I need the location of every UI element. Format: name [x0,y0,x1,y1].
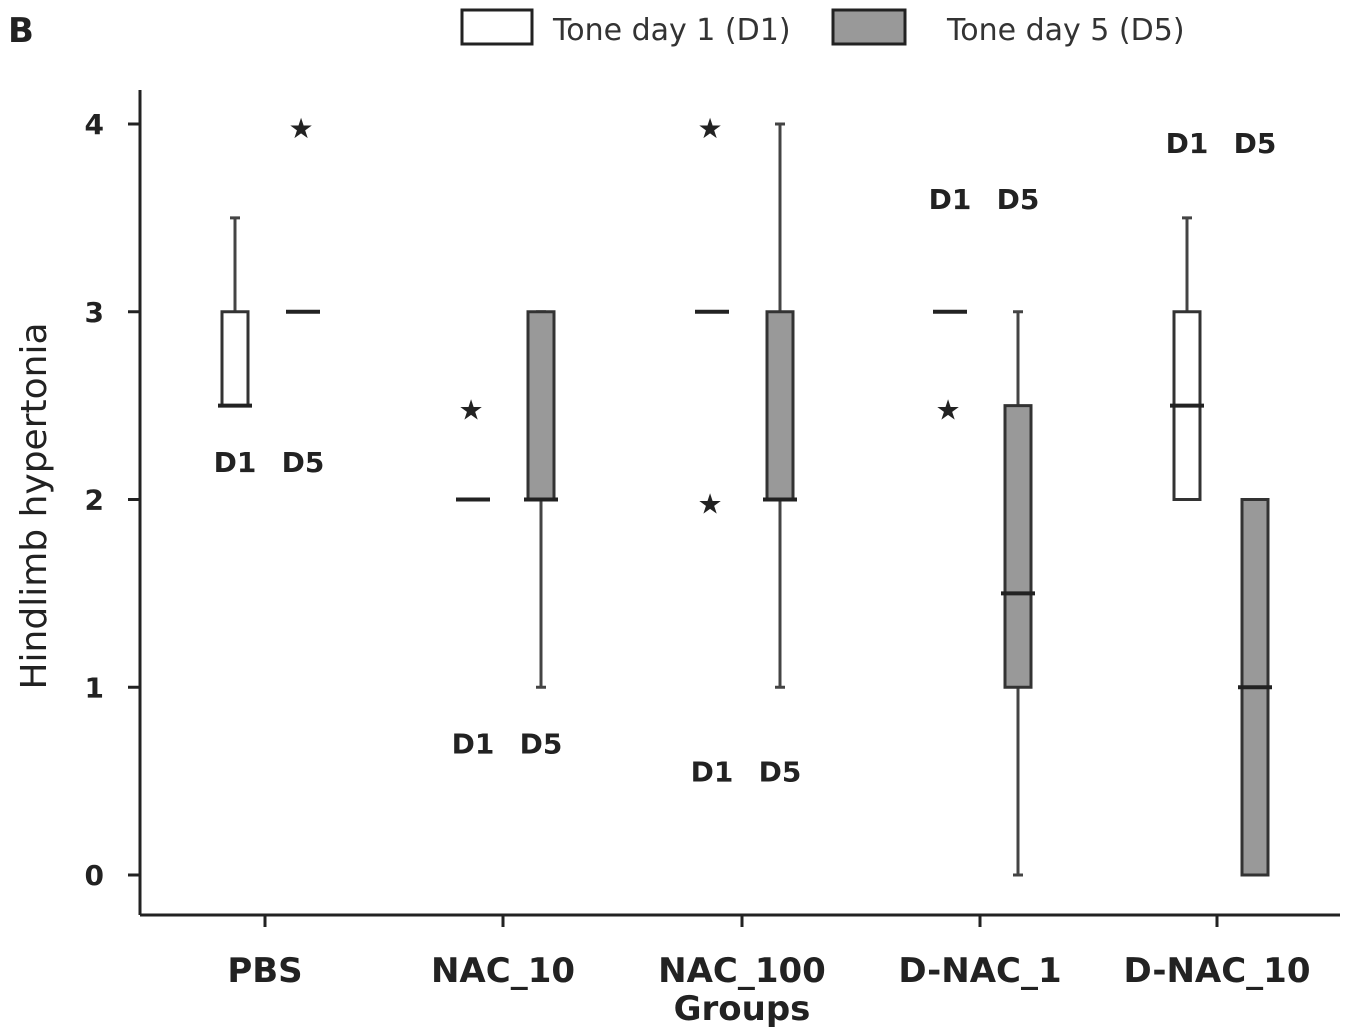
annotations: D1 D5 D1 D5 D1 D5 D1 D5 D1 D5 [214,127,1277,789]
box-d5-d-nac_1 [1001,310,1035,877]
box-d5-nac_10 [524,310,558,689]
y-tick-label: 1 [85,671,104,704]
legend-label-d1: Tone day 1 (D1) [552,13,791,48]
annotation-label: D1 [214,446,257,479]
axes: 0 1 2 3 4 PBS NAC_10 NAC_100 D-NAC_1 D-NAC_10 [85,90,1340,991]
outlier-star: ★ [288,112,313,145]
boxes: ★★★★★ [218,112,1272,877]
legend-swatch-d5 [831,8,907,46]
box-body [765,310,795,501]
outlier-star: ★ [697,488,722,521]
y-axis-title: Hindlimb hypertonia [14,322,55,689]
outlier-star: ★ [458,394,483,427]
x-tick-label: NAC_100 [658,951,826,991]
legend-label-d5: Tone day 5 (D5) [946,13,1185,48]
x-tick-label: D-NAC_10 [1124,951,1311,991]
x-axis-title: Groups [674,989,811,1028]
outlier-star: ★ [697,112,722,145]
legend-swatch-d1 [460,8,534,46]
annotation-label: D1 [691,756,734,789]
outlier-star: ★ [935,394,960,427]
annotation-label: D5 [759,756,802,789]
box-d1-d-nac_1: ★ [933,309,967,427]
annotation-label: D1 [1166,127,1209,160]
annotation-label: D5 [1234,127,1277,160]
x-tick-label: D-NAC_1 [898,951,1061,991]
panel-label: B [8,11,34,51]
y-tick-label: 2 [85,484,104,517]
box-d1-d-nac_10 [1170,216,1204,501]
box-d5-nac_100 [763,122,797,689]
box-d1-nac_10: ★ [456,394,490,502]
y-tick-label: 0 [85,859,104,892]
legend: Tone day 1 (D1) Tone day 5 (D5) [460,8,1185,48]
box-body [220,310,250,408]
annotation-label: D5 [520,728,563,761]
box-d5-pbs: ★ [286,112,320,314]
annotation-label: D5 [282,446,325,479]
box-body [1003,404,1033,689]
x-tick-label: PBS [227,951,302,991]
y-tick-label: 4 [85,108,104,141]
x-tick-label: NAC_10 [431,951,575,991]
box-d1-nac_100: ★★ [695,112,729,521]
annotation-label: D1 [929,183,972,216]
y-tick-label: 3 [85,296,104,329]
box-body [526,310,556,501]
box-d1-pbs [218,216,252,408]
annotation-label: D5 [997,183,1040,216]
annotation-label: D1 [452,728,495,761]
box-d5-d-nac_10 [1238,498,1272,877]
